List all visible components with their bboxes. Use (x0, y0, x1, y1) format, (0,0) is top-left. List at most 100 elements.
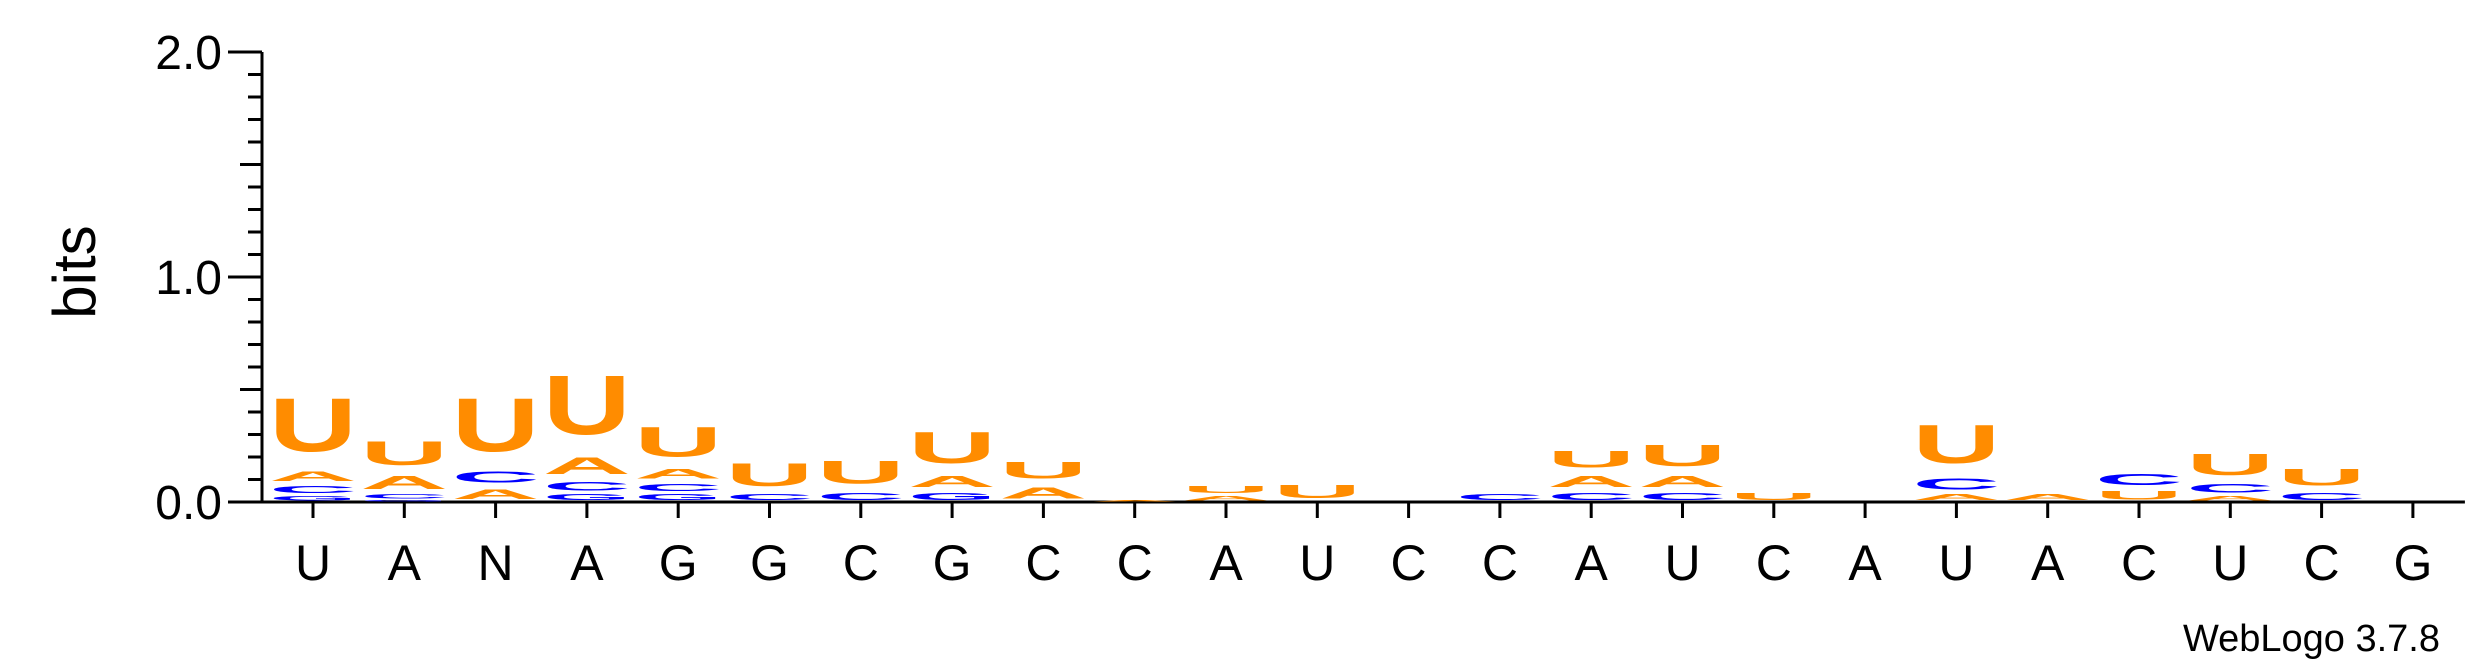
logo-letter-g: G (634, 493, 722, 502)
svg-text:U: U (1273, 482, 1361, 502)
svg-text:U: U (543, 358, 631, 452)
logo-letter-c: C (452, 468, 540, 486)
logo-letter-g: G (269, 495, 357, 502)
x-tick-label: U (2212, 535, 2248, 591)
svg-text:U: U (1730, 491, 1818, 502)
axes: 0.0 1.0 2.0 (155, 27, 2465, 530)
x-tick-label: G (933, 535, 972, 591)
y-axis-label: bits (41, 225, 108, 318)
logo-letter-a: A (543, 452, 631, 479)
svg-text:U: U (1912, 414, 2000, 474)
svg-text:A: A (543, 452, 631, 479)
svg-text:C: C (1547, 491, 1635, 502)
svg-text:G: G (634, 493, 722, 502)
logo-letter-a: A (1547, 473, 1635, 491)
svg-text:G: G (360, 500, 448, 502)
logo-letter-c: C (1456, 493, 1544, 502)
y-tick-label: 0.0 (155, 477, 222, 530)
logo-letter-c: C (2095, 471, 2183, 489)
x-tick-label: C (2121, 535, 2157, 591)
logo-letter-a: A (999, 484, 1087, 502)
logo-letter-u: U (2095, 489, 2183, 502)
svg-text:U: U (634, 419, 722, 466)
x-tick-label: N (478, 535, 514, 591)
svg-text:C: C (269, 484, 357, 495)
svg-text:A: A (999, 484, 1087, 502)
svg-text:U: U (1547, 445, 1635, 472)
svg-text:U: U (2278, 463, 2366, 490)
x-tick-label: A (570, 535, 604, 591)
logo-letter-u: U (1912, 414, 2000, 474)
svg-text:G: G (269, 495, 357, 502)
logo-letter-g: G (908, 491, 996, 502)
svg-text:U: U (908, 423, 996, 472)
svg-text:U: U (2095, 489, 2183, 502)
svg-text:A: A (360, 473, 448, 493)
y-tick-label: 2.0 (155, 27, 222, 80)
logo-letter-u: U (2186, 448, 2274, 482)
logo-letter-u: U (1273, 482, 1361, 502)
logo-letter-a: A (1912, 493, 2000, 502)
svg-text:A: A (1182, 495, 1270, 502)
svg-text:C: C (2186, 482, 2274, 495)
logo-letter-a: A (634, 466, 722, 482)
logo-letter-u: U (726, 457, 814, 493)
svg-text:A: A (634, 466, 722, 482)
svg-text:C: C (360, 493, 448, 500)
logo-letter-u: U (360, 434, 448, 472)
svg-text:C: C (2278, 491, 2366, 502)
logo-letter-a: A (1639, 473, 1727, 491)
logo-letter-c: C (726, 493, 814, 502)
svg-text:U: U (269, 382, 357, 468)
x-tick-label: U (295, 535, 331, 591)
svg-text:C: C (1456, 493, 1544, 502)
logo-letter-a: A (1091, 500, 1179, 502)
svg-text:A: A (1547, 473, 1635, 491)
x-tick-label: C (843, 535, 879, 591)
x-tick-label: U (1938, 535, 1974, 591)
x-tick-label: A (388, 535, 422, 591)
logo-letter-c: C (360, 493, 448, 500)
svg-text:C: C (452, 468, 540, 486)
logo-letter-a: A (908, 473, 996, 491)
logo-letter-u: U (269, 382, 357, 468)
svg-text:C: C (634, 482, 722, 493)
svg-text:A: A (452, 486, 540, 502)
logo-letter-c: C (2186, 482, 2274, 495)
svg-text:A: A (908, 473, 996, 491)
x-tick-label: C (1756, 535, 1792, 591)
svg-text:A: A (1912, 493, 2000, 502)
x-tick-label: A (2031, 535, 2065, 591)
svg-text:U: U (452, 382, 540, 468)
x-tick-label: A (1209, 535, 1243, 591)
logo-letter-a: A (269, 468, 357, 484)
svg-text:G: G (908, 491, 996, 502)
svg-text:U: U (817, 454, 905, 490)
svg-text:U: U (999, 457, 1087, 484)
svg-text:A: A (1091, 500, 1179, 502)
svg-text:A: A (1639, 473, 1727, 491)
y-tick-label: 1.0 (155, 252, 222, 305)
logo-letter-a: A (360, 473, 448, 493)
logo-letter-c: C (817, 491, 905, 502)
logo-letter-c: C (1547, 491, 1635, 502)
svg-text:A: A (2004, 493, 2092, 502)
svg-text:C: C (1639, 491, 1727, 502)
svg-text:C: C (543, 480, 631, 493)
logo-letter-c: C (2278, 491, 2366, 502)
logo-letter-u: U (1182, 484, 1270, 495)
logo-letter-u: U (999, 457, 1087, 484)
svg-text:C: C (2095, 471, 2183, 489)
svg-text:U: U (1182, 484, 1270, 495)
logo-letter-a: A (452, 486, 540, 502)
svg-text:C: C (1912, 475, 2000, 493)
weblogo-credit: WebLogo 3.7.8 (2183, 618, 2440, 660)
x-tick-label: A (1848, 535, 1882, 591)
logo-letter-u: U (908, 423, 996, 472)
logo-letter-g: G (360, 500, 448, 502)
logo-letter-a: A (2004, 493, 2092, 502)
svg-text:U: U (360, 434, 448, 472)
